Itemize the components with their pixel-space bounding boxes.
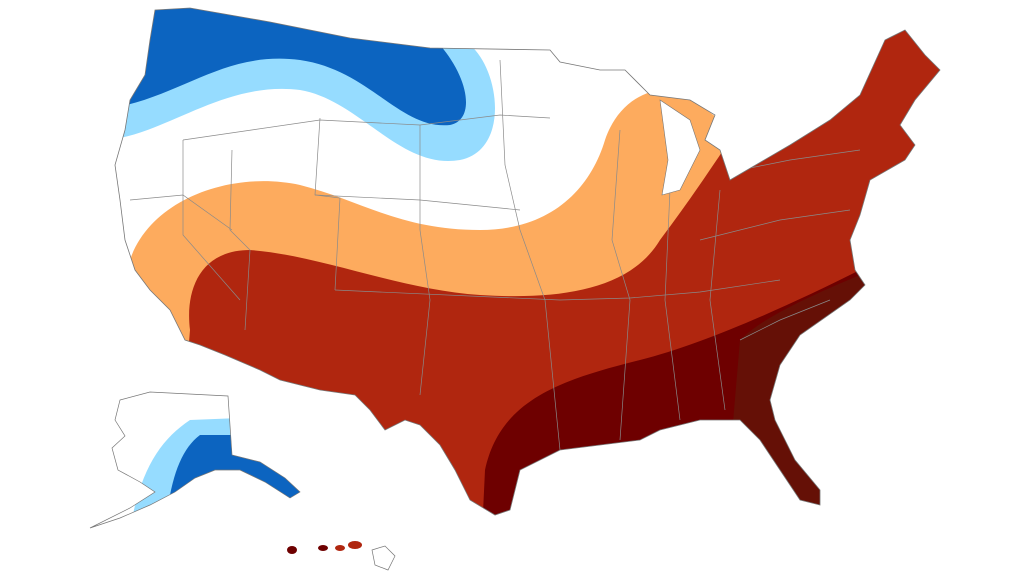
lake-michigan [659,99,701,196]
hawaii [287,541,396,571]
us-outline [114,7,941,516]
island [287,546,297,554]
island [335,545,345,551]
state-lines [129,59,861,451]
island [318,545,328,551]
island [348,541,362,549]
island [371,545,396,571]
alaska [90,392,300,528]
alaska-outline [89,391,301,529]
